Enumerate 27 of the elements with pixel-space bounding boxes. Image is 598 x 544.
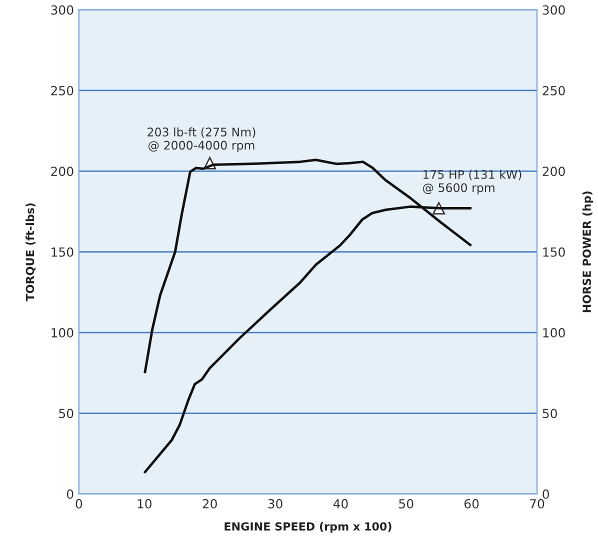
x-tick-label: 40 [333, 499, 348, 508]
y-tick-label: 200 [51, 166, 74, 176]
x-tick-label: 0 [76, 499, 82, 508]
x-axis-title: ENGINE SPEED (rpm x 100) [224, 522, 392, 533]
y2-tick-label: 300 [542, 5, 565, 15]
x-tick-label: 30 [268, 499, 282, 508]
annotation: 175 HP (131 kW) @ 5600 rpm [422, 170, 522, 194]
y-axis-title: TORQUE (ft-lbs) [26, 203, 36, 302]
y2-tick-label: 250 [542, 86, 565, 96]
y-tick-label: 50 [59, 408, 74, 418]
annotation: 203 lb-ft (275 Nm) @ 2000-4000 rpm [148, 127, 256, 152]
y2-tick-label: 50 [542, 408, 557, 418]
y-tick-label: 100 [52, 328, 74, 338]
y-tick-label: 150 [52, 247, 74, 257]
y-tick-label: 250 [51, 86, 74, 96]
x-tick-label: 20 [202, 499, 217, 508]
x-tick-label: 60 [464, 499, 479, 508]
y2-tick-label: 100 [543, 328, 565, 338]
x-tick-label: 50 [399, 499, 414, 508]
x-tick-label: 10 [138, 499, 152, 508]
y-tick-label: 300 [51, 5, 74, 15]
x-tick-label: 70 [530, 499, 544, 508]
y2-tick-label: 150 [543, 247, 565, 257]
y2-axis-title: HORSE POWER (hp) [582, 192, 594, 312]
y-tick-label: 0 [66, 489, 74, 499]
y2-tick-label: 200 [542, 166, 565, 176]
y2-tick-label: 0 [542, 489, 549, 499]
